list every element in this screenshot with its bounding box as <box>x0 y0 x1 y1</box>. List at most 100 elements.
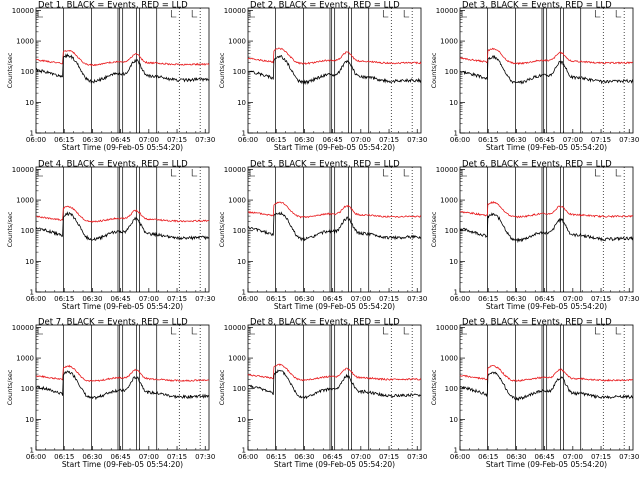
x-tick-label: 07:30 <box>619 136 639 144</box>
lld-series-line <box>247 363 422 382</box>
y-tick-label: 100 <box>21 385 34 393</box>
attenuator-marker <box>461 10 467 18</box>
y-tick-label: 10 <box>237 258 246 266</box>
x-tick-label: 07:30 <box>195 453 215 461</box>
y-tick-label: 100 <box>233 385 246 393</box>
y-tick-label: 1 <box>242 289 246 297</box>
y-tick-label: 10000 <box>436 166 458 174</box>
x-tick-label: 06:30 <box>506 136 526 144</box>
y-tick-label: 1000 <box>16 38 34 46</box>
lld-series-line <box>247 47 422 65</box>
attenuator-marker <box>249 327 255 335</box>
y-tick-label: 1000 <box>16 355 34 363</box>
attenuator-marker <box>594 327 601 335</box>
y-tick-label: 1000 <box>440 355 458 363</box>
panel-title: Det 5, BLACK = Events, RED = LLD <box>250 160 400 170</box>
x-tick-label: 06:45 <box>535 295 555 303</box>
y-tick-label: 1 <box>242 447 246 455</box>
attenuator-marker <box>191 169 198 177</box>
x-tick-label: 06:45 <box>111 136 131 144</box>
panel-det-8: Det 8, BLACK = Events, RED = LLD 1 10 100 10… <box>218 318 427 470</box>
y-axis-label: Counts/sec <box>430 369 438 405</box>
x-axis-label: Start Time (09-Feb-05 05:54:20) <box>274 143 395 152</box>
attenuator-marker <box>191 327 198 335</box>
x-tick-label: 06:15 <box>266 453 286 461</box>
y-tick-label: 100 <box>445 68 458 76</box>
panel-title: Det 4, BLACK = Events, RED = LLD <box>38 160 188 170</box>
events-series-line <box>459 371 634 402</box>
y-tick-label: 10 <box>237 99 246 107</box>
attenuator-marker <box>382 169 389 177</box>
panel-det-4: Det 4, BLACK = Events, RED = LLD 1 10 100 10… <box>6 160 215 312</box>
attenuator-marker <box>37 10 43 18</box>
y-tick-label: 1 <box>454 130 458 138</box>
x-tick-label: 07:00 <box>563 136 583 144</box>
x-tick-label: 06:45 <box>323 453 343 461</box>
y-tick-label: 10000 <box>436 324 458 332</box>
x-tick-label: 06:45 <box>535 453 555 461</box>
y-tick-label: 10000 <box>12 7 34 15</box>
y-tick-label: 1000 <box>228 197 246 205</box>
y-tick-label: 1000 <box>228 355 246 363</box>
x-tick-label: 06:15 <box>266 136 286 144</box>
lld-series-line <box>459 365 634 383</box>
x-tick-label: 06:30 <box>82 295 102 303</box>
y-tick-label: 1 <box>454 289 458 297</box>
y-tick-label: 100 <box>445 385 458 393</box>
x-tick-label: 07:15 <box>591 136 611 144</box>
x-axis-label: Start Time (09-Feb-05 05:54:20) <box>486 302 607 311</box>
x-tick-label: 07:30 <box>195 295 215 303</box>
attenuator-marker <box>191 10 198 18</box>
y-tick-label: 10000 <box>224 7 246 15</box>
panel-det-3: Det 3, BLACK = Events, RED = LLD 1 10 100 10… <box>430 1 639 153</box>
y-tick-label: 10000 <box>436 7 458 15</box>
x-tick-label: 07:15 <box>379 295 399 303</box>
x-tick-label: 06:00 <box>450 136 470 144</box>
x-tick-label: 06:00 <box>238 295 258 303</box>
events-series-line <box>459 54 634 85</box>
y-tick-label: 10 <box>25 258 34 266</box>
attenuator-marker <box>461 327 467 335</box>
attenuator-marker <box>170 10 177 18</box>
y-tick-label: 100 <box>233 227 246 235</box>
x-axis-label: Start Time (09-Feb-05 05:54:20) <box>274 460 395 469</box>
x-tick-label: 07:15 <box>591 295 611 303</box>
y-tick-label: 10 <box>449 416 458 424</box>
attenuator-marker <box>615 169 622 177</box>
x-tick-label: 06:45 <box>323 295 343 303</box>
x-tick-label: 07:15 <box>167 295 187 303</box>
y-tick-label: 1000 <box>440 38 458 46</box>
x-tick-label: 07:30 <box>195 136 215 144</box>
attenuator-marker <box>37 169 43 177</box>
x-tick-label: 06:00 <box>238 136 258 144</box>
x-tick-label: 06:00 <box>238 453 258 461</box>
panel-title: Det 3, BLACK = Events, RED = LLD <box>462 1 612 11</box>
y-tick-label: 10000 <box>224 166 246 174</box>
x-tick-label: 06:30 <box>294 136 314 144</box>
x-tick-label: 07:00 <box>563 453 583 461</box>
y-axis-label: Counts/sec <box>6 369 14 405</box>
attenuator-marker <box>403 327 410 335</box>
attenuator-marker <box>403 169 410 177</box>
attenuator-marker <box>382 10 389 18</box>
x-tick-label: 07:15 <box>379 136 399 144</box>
x-tick-label: 06:00 <box>26 453 46 461</box>
x-tick-label: 07:00 <box>351 295 371 303</box>
attenuator-marker <box>594 10 601 18</box>
lld-series-line <box>459 47 634 66</box>
x-tick-label: 06:15 <box>266 295 286 303</box>
panel-title: Det 1, BLACK = Events, RED = LLD <box>38 1 188 11</box>
attenuator-marker <box>461 169 467 177</box>
panel-det-7: Det 7, BLACK = Events, RED = LLD 1 10 100 10… <box>6 318 215 470</box>
y-tick-label: 1 <box>30 289 34 297</box>
x-tick-label: 06:45 <box>323 136 343 144</box>
lld-series-line <box>35 364 210 383</box>
x-tick-label: 06:30 <box>506 453 526 461</box>
lld-series-line <box>459 200 634 219</box>
attenuator-marker <box>382 327 389 335</box>
x-tick-label: 06:30 <box>82 453 102 461</box>
y-axis-label: Counts/sec <box>218 369 226 405</box>
y-axis-label: Counts/sec <box>218 52 226 88</box>
x-tick-label: 06:45 <box>535 136 555 144</box>
y-tick-label: 1000 <box>228 38 246 46</box>
